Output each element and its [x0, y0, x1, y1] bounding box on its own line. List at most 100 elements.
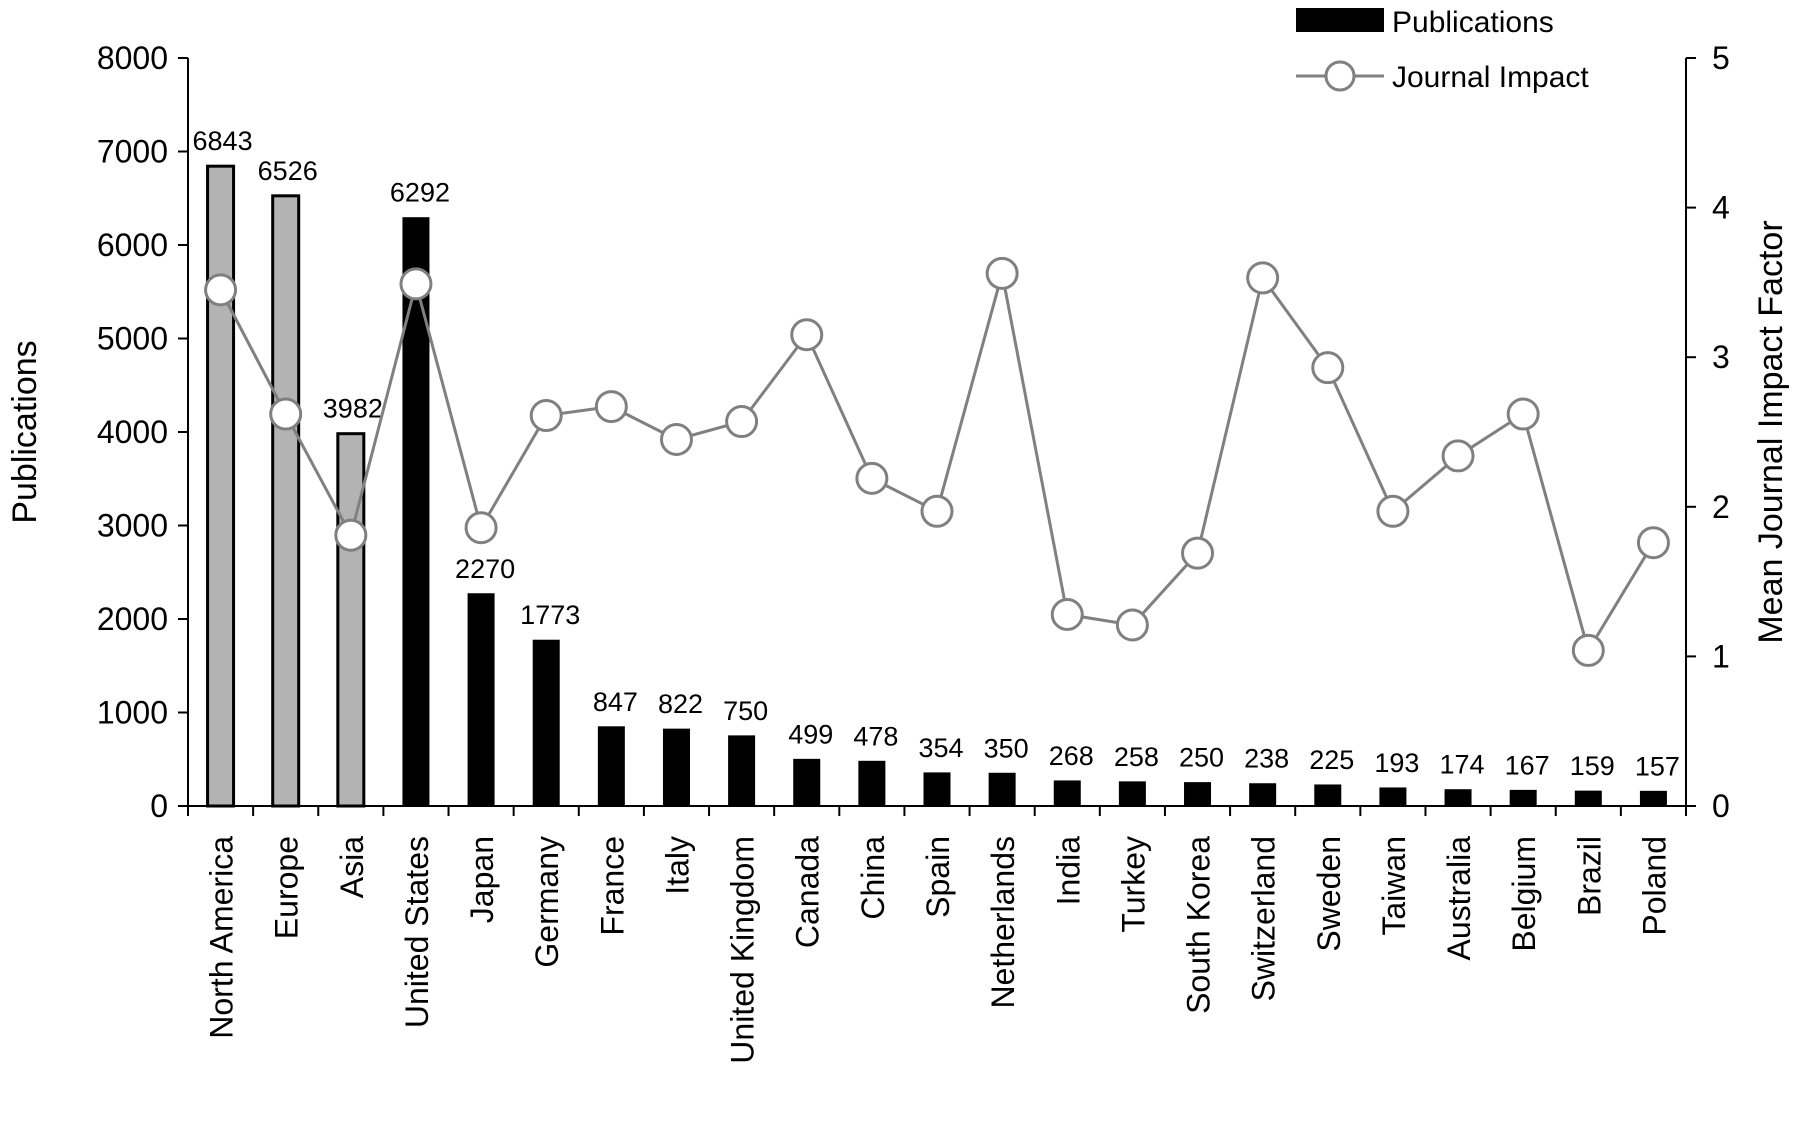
x-tick-label: Canada [790, 836, 826, 948]
bar-data-label: 847 [593, 687, 638, 717]
bar-data-label: 225 [1309, 745, 1354, 775]
journal-impact-point [855, 461, 889, 495]
journal-impact-point [1571, 633, 1605, 667]
publication-bar [206, 164, 236, 808]
legend-swatch-journal-impact-marker [1324, 60, 1356, 92]
right-tick-label: 4 [1712, 190, 1730, 226]
bar-data-label: 2270 [455, 554, 515, 584]
x-tick-label: Japan [464, 836, 500, 923]
bar-data-label: 6843 [193, 126, 253, 156]
publication-bar [336, 432, 366, 808]
bar-data-label: 3982 [323, 394, 383, 424]
journal-impact-point [464, 511, 498, 545]
right-tick-label: 1 [1712, 638, 1730, 674]
right-tick-label: 0 [1712, 788, 1730, 824]
publication-bar [1444, 789, 1472, 807]
x-tick-label: Europe [269, 836, 305, 939]
x-tick-label: Poland [1636, 836, 1672, 936]
x-tick-label: India [1050, 836, 1086, 906]
x-tick-label: Spain [920, 836, 956, 918]
journal-impact-point [1246, 261, 1280, 295]
left-tick-label: 1000 [97, 695, 168, 731]
bar-data-label: 499 [788, 719, 833, 749]
journal-impact-point [1441, 439, 1475, 473]
bar-data-label: 350 [984, 733, 1029, 763]
left-tick-label: 5000 [97, 321, 168, 357]
x-tick-label: Asia [334, 836, 370, 898]
publication-bar [662, 728, 690, 807]
journal-impact-point [399, 267, 433, 301]
right-tick-label: 5 [1712, 40, 1730, 76]
publication-bar [1509, 789, 1537, 807]
bar-data-label: 258 [1114, 742, 1159, 772]
bar-data-label: 354 [918, 733, 963, 763]
bar-data-label: 250 [1179, 743, 1224, 773]
x-tick-label: Netherlands [985, 836, 1021, 1009]
legend-label-publications: Publications [1392, 6, 1554, 39]
publication-bar [402, 217, 430, 807]
publication-bar [1379, 787, 1407, 807]
y-axis-title: Publications [6, 340, 44, 523]
right-tick-label: 2 [1712, 489, 1730, 525]
x-tick-label: Belgium [1506, 836, 1542, 952]
x-tick-label: Switzerland [1246, 836, 1282, 1001]
journal-impact-point [725, 405, 759, 439]
journal-impact-point [985, 256, 1019, 290]
left-tick-label: 8000 [97, 40, 168, 76]
left-tick-label: 0 [150, 788, 168, 824]
x-tick-label: China [855, 836, 891, 920]
bar-data-label: 1773 [520, 600, 580, 630]
publication-bar [728, 735, 756, 807]
bar-data-label: 478 [853, 721, 898, 751]
x-tick-label: France [594, 836, 630, 936]
x-tick-label: North America [204, 836, 240, 1039]
publication-bar [271, 194, 301, 808]
publication-bar [1118, 781, 1146, 807]
journal-impact-point [1050, 598, 1084, 632]
journal-impact-point [529, 399, 563, 433]
y-axis-right-title: Mean Journal Impact Factor [1752, 220, 1790, 643]
publication-bar [858, 760, 886, 807]
right-tick-label: 3 [1712, 339, 1730, 375]
bar-data-label: 159 [1570, 751, 1615, 781]
bar-data-label: 268 [1049, 741, 1094, 771]
journal-impact-point [659, 422, 693, 456]
bar-data-label: 822 [658, 689, 703, 719]
journal-impact-line [219, 273, 1655, 655]
publication-bar [1574, 790, 1602, 807]
journal-impact-point [1181, 536, 1215, 570]
publication-bar [1249, 783, 1277, 807]
publication-bar [1639, 790, 1667, 807]
x-tick-label: Italy [659, 836, 695, 895]
x-tick-label: Sweden [1311, 836, 1347, 952]
legend-label-journal-impact: Journal Impact [1392, 61, 1589, 94]
x-tick-label: Taiwan [1376, 836, 1412, 936]
bar-data-label: 750 [723, 696, 768, 726]
publication-bar [467, 593, 495, 807]
x-tick-label: Australia [1441, 836, 1477, 961]
bar-data-label: 6292 [390, 178, 450, 208]
journal-impact-point [334, 518, 368, 552]
bar-data-label: 167 [1505, 750, 1550, 780]
publication-bar [1053, 780, 1081, 807]
left-tick-label: 4000 [97, 414, 168, 450]
journal-impact-point [269, 397, 303, 431]
journal-impact-point [790, 318, 824, 352]
journal-impact-point [1115, 608, 1149, 642]
left-tick-label: 3000 [97, 508, 168, 544]
left-tick-label: 6000 [97, 227, 168, 263]
x-tick-label: United Kingdom [725, 836, 761, 1064]
legend-swatch-publications [1296, 8, 1384, 32]
bar-data-label: 193 [1374, 748, 1419, 778]
journal-impact-point [1636, 526, 1670, 560]
x-tick-label: United States [399, 836, 435, 1028]
publication-bar [988, 772, 1016, 807]
x-tick-label: Turkey [1115, 836, 1151, 933]
bar-data-label: 238 [1244, 744, 1289, 774]
journal-impact-point [594, 390, 628, 424]
left-tick-label: 2000 [97, 601, 168, 637]
journal-impact-point [1506, 397, 1540, 431]
journal-impact-point [1311, 351, 1345, 385]
